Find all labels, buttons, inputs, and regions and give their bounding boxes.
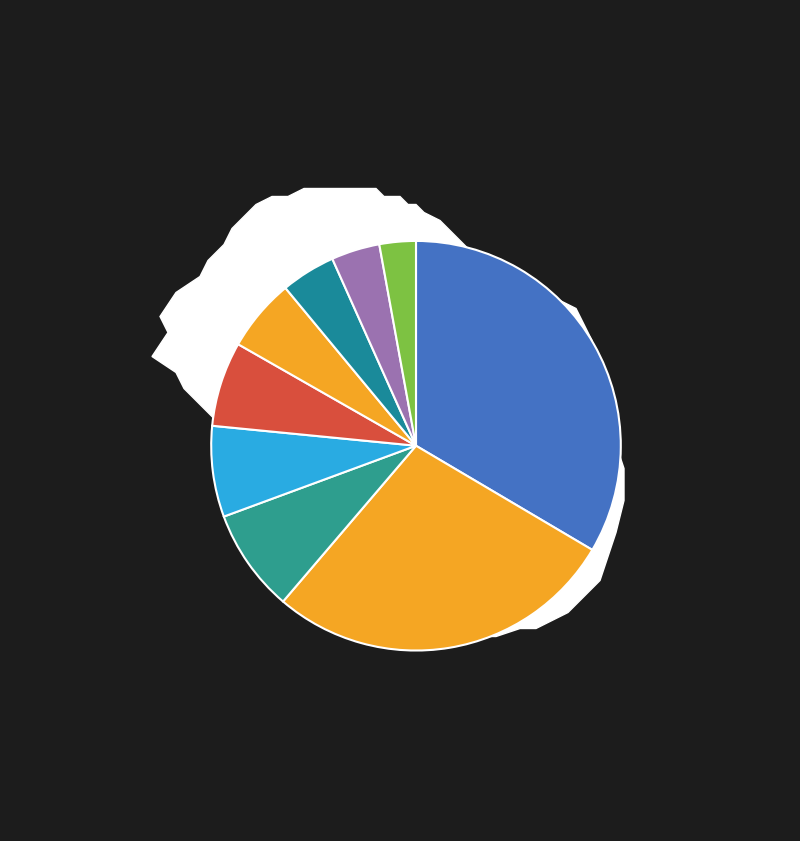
Wedge shape bbox=[332, 244, 416, 446]
Wedge shape bbox=[238, 288, 416, 446]
Wedge shape bbox=[283, 446, 592, 651]
Wedge shape bbox=[379, 241, 416, 446]
Wedge shape bbox=[224, 446, 416, 601]
Wedge shape bbox=[286, 259, 416, 446]
Wedge shape bbox=[211, 426, 416, 516]
Wedge shape bbox=[212, 344, 416, 446]
Wedge shape bbox=[416, 241, 621, 550]
Polygon shape bbox=[152, 188, 624, 637]
